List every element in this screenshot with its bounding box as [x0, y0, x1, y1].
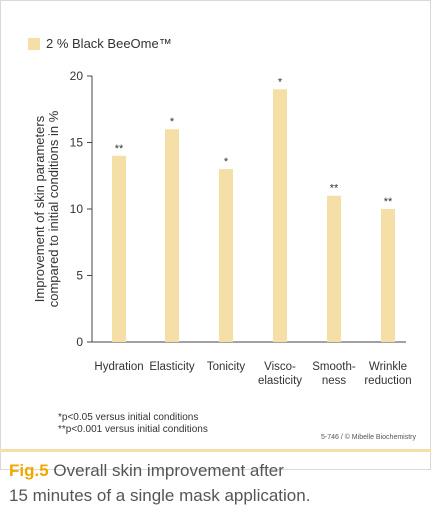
significance-label: *	[224, 156, 229, 168]
category-label: Hydration	[94, 361, 143, 373]
category-label: reduction	[364, 375, 411, 387]
y-tick-label: 5	[76, 269, 83, 283]
credit: 5-746 / © Mibelle Biochemistry	[320, 434, 416, 441]
significance-label: *	[278, 76, 283, 88]
footnote-1: *p<0.05 versus initial conditions	[58, 412, 199, 423]
bar	[273, 89, 287, 342]
caption-line-1: Overall skin improvement after	[53, 461, 284, 480]
y-axis-label-line: compared to initial conditions in %	[46, 110, 61, 307]
significance-label: **	[384, 196, 393, 208]
category-label: ness	[322, 375, 347, 387]
footnotes: *p<0.05 versus initial conditions **p<0.…	[58, 412, 208, 436]
footer-divider	[0, 449, 431, 452]
significance-label: **	[330, 183, 339, 195]
category-label: elasticity	[258, 375, 302, 387]
caption-fig-label: Fig.5	[9, 461, 49, 480]
y-tick-label: 0	[76, 335, 83, 349]
significance-label: *	[170, 116, 175, 128]
figure-caption: Fig.5 Overall skin improvement after 15 …	[9, 458, 429, 508]
category-label: Tonicity	[207, 361, 246, 373]
category-label: Smooth-	[312, 361, 356, 373]
legend-label: 2 % Black BeeOme™	[46, 36, 172, 51]
significance-label: **	[115, 143, 124, 155]
category-label: Wrinkle	[369, 361, 407, 373]
category-label: Visco-	[264, 361, 296, 373]
figure-frame	[0, 0, 431, 470]
y-axis-label-line: Improvement of skin parameters	[32, 115, 47, 302]
bar	[165, 129, 179, 342]
footnote-2: **p<0.001 versus initial conditions	[58, 424, 208, 435]
category-label: Elasticity	[149, 361, 195, 373]
bar	[381, 209, 395, 342]
y-tick-label: 20	[70, 69, 84, 83]
y-tick-label: 15	[70, 136, 84, 150]
legend: 2 % Black BeeOme™	[28, 36, 172, 51]
bar	[112, 155, 126, 342]
y-axis-label: Improvement of skin parameterscompared t…	[32, 110, 61, 307]
bar	[219, 169, 233, 342]
bar	[327, 195, 341, 342]
caption-line-2: 15 minutes of a single mask application.	[9, 486, 311, 505]
legend-swatch	[28, 37, 40, 50]
y-tick-label: 10	[70, 202, 84, 216]
bar-chart: 0 5 10 15 20 Improvement of skin parametersco…	[32, 69, 412, 387]
